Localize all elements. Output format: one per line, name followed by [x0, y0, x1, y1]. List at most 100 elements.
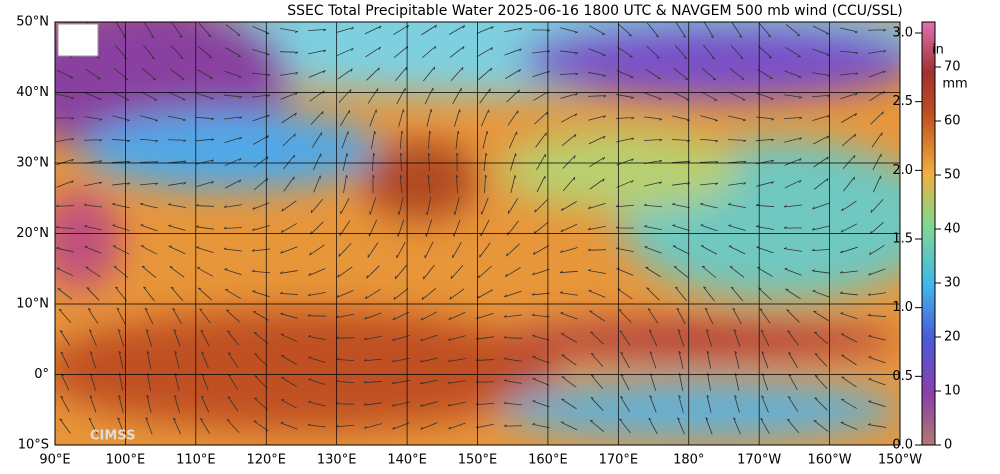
wind-arrow	[420, 422, 438, 430]
wind-arrow	[477, 265, 492, 279]
wind-arrow	[531, 292, 550, 296]
wind-arrow	[560, 201, 577, 211]
wind-arrow	[646, 287, 660, 301]
wind-arrow	[424, 241, 434, 259]
wind-arrow	[649, 395, 657, 413]
wind-arrow	[308, 268, 326, 276]
wind-arrow	[617, 23, 633, 37]
wind-arrow	[840, 92, 858, 100]
wind-arrow	[447, 358, 466, 362]
wind-arrow	[224, 268, 242, 276]
wind-arrow	[761, 395, 769, 413]
wind-arrow	[55, 204, 75, 207]
wind-arrow	[251, 269, 271, 274]
wind-arrow	[340, 110, 350, 126]
wind-arrow	[644, 116, 663, 121]
wind-arrow	[481, 109, 490, 127]
wind-arrow	[363, 402, 382, 406]
wind-arrow	[814, 397, 828, 411]
wind-arrow	[870, 199, 884, 213]
wind-arrow	[672, 224, 690, 231]
wind-arrow	[615, 226, 635, 229]
wind-arrow	[365, 288, 381, 300]
wind-arrow	[170, 45, 184, 59]
wind-arrow	[705, 417, 713, 435]
wind-arrow	[141, 265, 157, 279]
wind-arrow	[447, 401, 466, 407]
wind-arrow	[616, 70, 634, 79]
wind-arrow	[504, 266, 521, 278]
wind-arrow	[197, 45, 213, 59]
wind-arrow	[84, 224, 102, 231]
wind-arrow	[840, 246, 858, 254]
wind-arrow	[83, 203, 102, 208]
wind-arrow	[476, 26, 494, 34]
wind-arrow	[58, 308, 72, 323]
wind-arrow	[590, 374, 604, 390]
wind-arrow	[758, 287, 772, 301]
wind-arrow	[450, 264, 464, 280]
map-frame	[54, 21, 901, 446]
lon-label: 120°E	[246, 453, 286, 468]
wind-arrow	[841, 376, 857, 388]
wind-arrow	[425, 197, 432, 215]
wind-arrow	[84, 245, 102, 254]
mm-tick-label: 20	[944, 330, 961, 345]
wind-arrow	[699, 138, 719, 143]
wind-arrow	[503, 357, 522, 362]
wind-arrow	[447, 380, 466, 384]
wind-arrow	[532, 422, 550, 429]
wind-arrow	[196, 69, 214, 79]
wind-arrow	[55, 225, 75, 229]
wind-arrow	[342, 153, 349, 171]
wind-arrow	[197, 287, 213, 301]
wind-arrow	[814, 374, 828, 389]
in-tick-label: 1.0	[892, 300, 913, 315]
wind-arrow	[281, 200, 297, 212]
wind-arrow	[170, 286, 184, 302]
wind-arrow	[369, 197, 377, 215]
wind-arrow	[201, 351, 209, 369]
wind-arrow	[785, 288, 801, 300]
wind-arrow	[201, 373, 209, 391]
wind-arrow	[867, 29, 887, 32]
wind-arrow	[619, 418, 631, 434]
wind-arrow	[254, 375, 268, 389]
wind-arrow	[700, 245, 718, 255]
wind-arrow	[251, 248, 270, 252]
wind-arrow	[367, 242, 379, 258]
wind-arrow	[504, 27, 523, 33]
wind-arrow	[226, 418, 240, 433]
wind-arrow	[676, 307, 686, 325]
lon-label: 180°	[673, 453, 704, 468]
wind-arrow	[310, 198, 324, 214]
wind-arrow	[140, 202, 158, 209]
wind-arrow	[868, 268, 886, 276]
wind-arrow	[196, 138, 215, 142]
wind-arrow	[84, 116, 103, 121]
wind-arrow	[307, 28, 327, 32]
wind-arrow	[196, 246, 214, 254]
wind-arrow	[60, 395, 70, 413]
wind-arrow	[759, 308, 771, 324]
wind-arrow	[335, 379, 354, 384]
wind-arrow	[562, 155, 576, 169]
mm-tick-label: 50	[944, 168, 961, 183]
wind-arrow	[114, 44, 128, 60]
wind-arrow	[783, 116, 803, 120]
wind-arrow	[615, 117, 635, 120]
wind-arrow	[225, 24, 241, 36]
wind-arrow	[840, 27, 858, 34]
wind-arrow	[139, 161, 159, 164]
wind-arrow	[252, 225, 270, 231]
wind-arrow	[645, 266, 661, 278]
wind-arrow	[510, 153, 517, 171]
wind-arrow	[142, 44, 156, 60]
lon-label: 100°E	[106, 453, 146, 468]
wind-arrow	[510, 175, 517, 193]
wind-arrow	[369, 109, 378, 127]
wind-arrow	[280, 246, 298, 254]
wind-arrow	[366, 265, 380, 279]
wind-arrow	[618, 309, 632, 323]
wind-arrow	[308, 378, 326, 386]
